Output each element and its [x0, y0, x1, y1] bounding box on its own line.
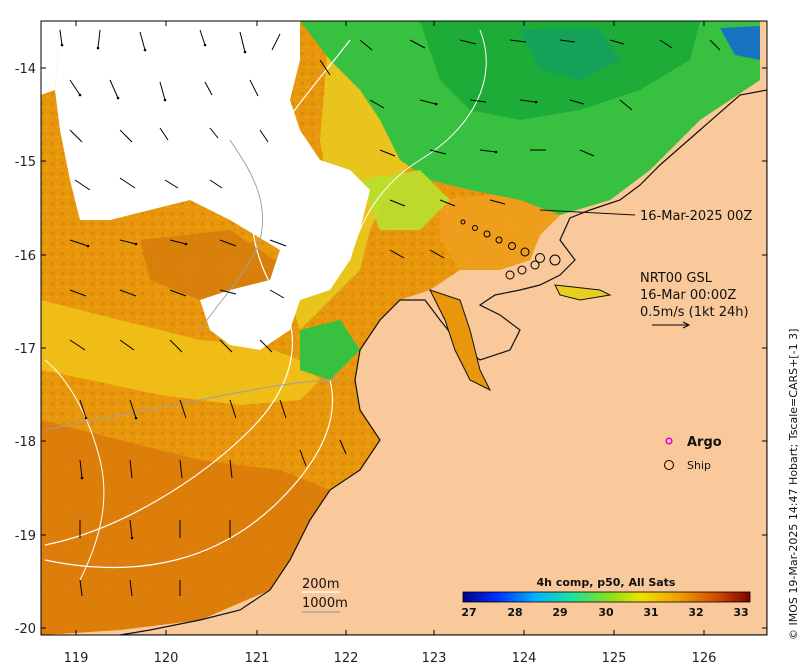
colorbar [462, 591, 751, 603]
contour-200-label: 200m [302, 577, 339, 592]
x-tick-label: 124 [512, 651, 537, 666]
info-line-3: 0.5m/s (1kt 24h) [640, 305, 749, 320]
ship-legend-label: Ship [687, 459, 711, 472]
current-vectors [59, 29, 721, 597]
colorbar-tick-label: 31 [643, 606, 658, 619]
x-tick-label: 123 [422, 651, 447, 666]
y-tick-label: -20 [15, 622, 36, 637]
colorbar-tick-label: 29 [552, 606, 567, 619]
x-tick-label: 120 [154, 651, 179, 666]
credit-text: © IMOS 19-Mar-2025 14:47 Hobart; Tscale=… [787, 329, 800, 640]
plot-area [41, 21, 767, 635]
y-tick-label: -15 [15, 155, 36, 170]
colorbar-tick-label: 32 [688, 606, 703, 619]
colorbar-tick-label: 27 [461, 606, 476, 619]
colorbar-ticks: 27 28 29 30 31 32 33 [461, 606, 748, 619]
y-ticks [41, 67, 767, 629]
colorbar-tick-label: 28 [507, 606, 522, 619]
argo-marker [665, 437, 673, 445]
colorbar-tick-label: 30 [598, 606, 614, 619]
info-line-1: NRT00 GSL [640, 271, 713, 286]
current-arrowheads [60, 43, 538, 540]
y-tick-label: -17 [15, 342, 36, 357]
ship-marker [664, 460, 674, 470]
track-date-label: 16-Mar-2025 00Z [640, 209, 752, 224]
y-tick-label: -18 [15, 435, 36, 450]
argo-legend-label: Argo [687, 435, 722, 450]
bathymetry-contours [44, 29, 487, 581]
y-tick-label: -19 [15, 529, 36, 544]
x-tick-label: 122 [334, 651, 359, 666]
colorbar-tick-label: 33 [733, 606, 748, 619]
colorbar-title: 4h comp, p50, All Sats [537, 576, 676, 589]
y-tick-label: -16 [15, 249, 36, 264]
x-ticks [75, 21, 705, 635]
x-tick-label: 125 [602, 651, 627, 666]
x-tick-label: 121 [245, 651, 270, 666]
ship-track [460, 219, 561, 280]
contour-1000-label: 1000m [302, 596, 348, 611]
y-tick-label: -14 [15, 62, 36, 77]
plot-frame [40, 20, 768, 636]
no-data-cloud [41, 21, 370, 350]
sst-transition-band [41, 300, 320, 405]
x-tick-label: 126 [692, 651, 717, 666]
sst-hot-region [41, 420, 330, 635]
info-line-2: 16-Mar 00:00Z [640, 288, 736, 303]
track-leader-line [539, 209, 636, 216]
x-tick-label: 119 [64, 651, 89, 666]
